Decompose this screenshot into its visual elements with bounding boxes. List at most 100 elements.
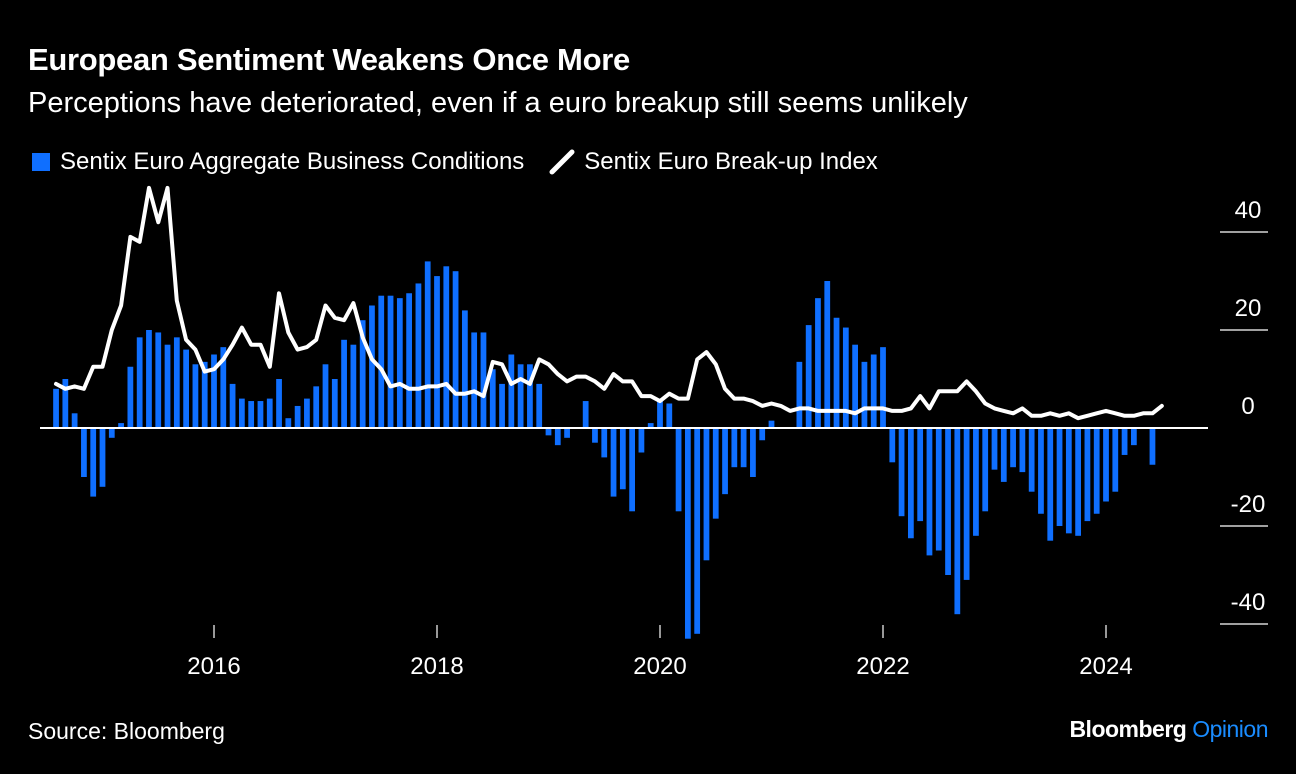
bar [852, 344, 858, 428]
bar [489, 369, 496, 428]
bar [991, 428, 998, 470]
bar [666, 403, 673, 428]
bar [1075, 428, 1081, 536]
bar [341, 339, 347, 428]
bar [805, 325, 812, 428]
bar [963, 428, 970, 580]
bar [406, 293, 412, 428]
bar [146, 330, 152, 428]
y-tick-label: -40 [1231, 589, 1266, 616]
bar [396, 298, 403, 428]
brand-accent: Opinion [1192, 716, 1268, 742]
bar [517, 364, 524, 428]
bar [592, 428, 598, 443]
y-tick-label: 20 [1235, 295, 1262, 322]
bar [1121, 428, 1128, 455]
bar [322, 364, 329, 428]
bar [192, 364, 199, 428]
bar [712, 428, 719, 519]
bar [508, 354, 515, 428]
bar [1093, 428, 1100, 514]
bar [434, 276, 440, 428]
bar [536, 383, 543, 428]
bar [564, 428, 570, 438]
bar [619, 428, 626, 490]
bar [452, 271, 459, 428]
bar [62, 379, 69, 428]
bar [675, 428, 682, 512]
bar [861, 361, 868, 428]
bar [99, 428, 106, 487]
legend-label-break-up-index: Sentix Euro Break-up Index [584, 148, 878, 175]
bar [71, 413, 78, 428]
y-tick-label: 0 [1241, 393, 1254, 420]
bar [694, 428, 701, 634]
bar [173, 337, 180, 428]
bar [183, 349, 189, 428]
bar [870, 354, 877, 428]
bar [424, 261, 431, 428]
bar [554, 428, 561, 446]
y-tick-label: 40 [1235, 197, 1262, 224]
bar [1084, 428, 1091, 522]
legend-label-business-conditions: Sentix Euro Aggregate Business Condition… [60, 148, 525, 175]
bar [1047, 428, 1054, 541]
chart-subtitle: Perceptions have deteriorated, even if a… [28, 87, 968, 119]
bar [276, 379, 282, 428]
bar [248, 401, 255, 428]
legend-item-business-conditions: Sentix Euro Aggregate Business Condition… [32, 148, 524, 176]
x-tick-label: 2022 [856, 653, 909, 680]
bar [220, 347, 227, 428]
bar [1038, 428, 1044, 514]
bar [480, 332, 487, 428]
legend-bar-swatch-icon [32, 153, 50, 171]
bar [703, 428, 710, 561]
bar [582, 401, 589, 428]
bar [722, 428, 728, 495]
bar [842, 327, 849, 428]
bar [907, 428, 914, 539]
bar [155, 332, 162, 428]
bar [1056, 428, 1063, 526]
bar [750, 428, 756, 477]
x-tick-label: 2016 [187, 653, 240, 680]
bar [954, 428, 961, 615]
bar [90, 428, 97, 497]
chart-title: European Sentiment Weakens Once More [28, 42, 630, 77]
bar [833, 317, 840, 428]
bar [1000, 428, 1007, 482]
bar [294, 405, 301, 428]
bar [926, 428, 933, 556]
bar [982, 428, 989, 512]
bar [759, 428, 766, 441]
x-tick-label: 2020 [633, 653, 686, 680]
bar [731, 428, 738, 468]
brand-name: Bloomberg [1069, 716, 1187, 742]
bar [684, 428, 691, 639]
bar [136, 337, 143, 428]
bar [824, 281, 831, 428]
bar [387, 295, 394, 428]
bar [527, 364, 533, 428]
bar [629, 428, 635, 512]
bar [229, 383, 236, 428]
bar [108, 428, 115, 438]
bar [740, 428, 747, 468]
brand-logo: Bloomberg Opinion [1069, 716, 1268, 743]
x-tick-label: 2024 [1079, 653, 1132, 680]
bar [313, 386, 320, 428]
x-tick-label: 2018 [410, 653, 463, 680]
bar [647, 423, 654, 428]
bar [898, 428, 905, 517]
bar [378, 295, 385, 428]
bar [369, 305, 375, 428]
bar [768, 420, 775, 428]
bar [638, 428, 645, 453]
bar [471, 332, 478, 428]
bar [1149, 428, 1156, 465]
bar [1010, 428, 1016, 468]
bar [1019, 428, 1026, 473]
break-up-index-line [54, 185, 1164, 421]
y-tick-label: -20 [1231, 491, 1266, 518]
bar [81, 428, 87, 477]
